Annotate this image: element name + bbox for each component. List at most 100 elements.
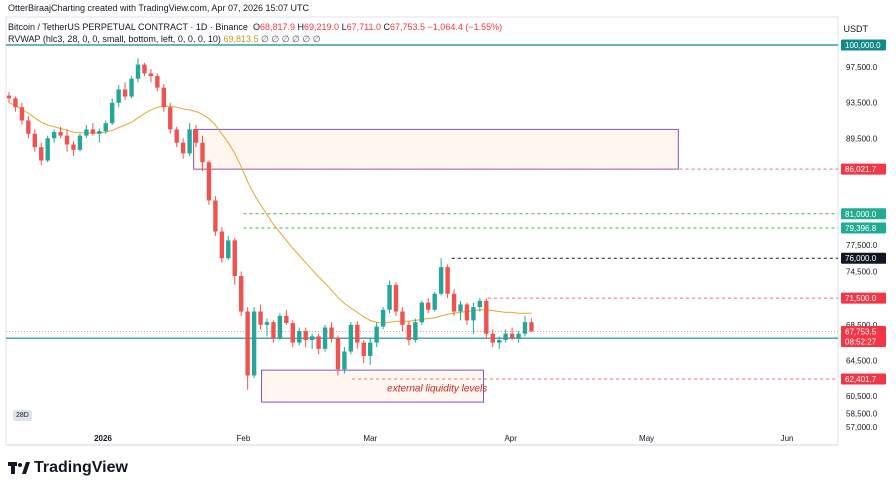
candle-body-78	[509, 333, 515, 339]
candle-60	[393, 282, 399, 316]
candle-25	[168, 102, 173, 134]
price-level-label-2: 81,000.0	[845, 210, 877, 219]
candle-body-1	[13, 98, 18, 108]
candle-body-75	[490, 333, 495, 343]
candle-body-53	[348, 324, 354, 352]
y-tick-15: 64,500.0	[846, 356, 878, 365]
candle-3	[26, 116, 31, 139]
candle-body-23	[155, 76, 160, 88]
candle-body-3	[26, 120, 31, 134]
candle-body-10	[71, 144, 76, 150]
price-level-label-bg-2	[841, 208, 886, 220]
candle-body-71	[464, 304, 470, 321]
candle-66	[432, 291, 437, 312]
candle-59	[387, 280, 392, 314]
candle-12	[84, 124, 89, 139]
candle-27	[180, 138, 186, 159]
candle-body-6	[45, 138, 50, 161]
candle-body-81	[529, 322, 534, 332]
candle-67	[438, 258, 444, 296]
candle-47	[309, 333, 315, 349]
candle-body-62	[406, 324, 412, 340]
candle-body-63	[413, 322, 418, 340]
indicator-legend: RVWAP (hlc3, 28, 0, 0, small, bottom, le…	[8, 34, 321, 45]
candle-body-30	[200, 142, 205, 163]
candle-body-69	[451, 293, 457, 312]
candle-body-29	[193, 129, 199, 143]
symbol-name[interactable]: Bitcoin / TetherUS PERPETUAL CONTRACT · …	[8, 22, 248, 32]
candle-body-20	[135, 64, 141, 79]
candle-75	[490, 329, 495, 348]
tradingview-brand: TradingView	[8, 459, 128, 477]
candle-7	[51, 129, 57, 143]
candle-36	[239, 271, 244, 316]
candle-body-14	[97, 131, 102, 134]
candle-71	[464, 302, 470, 325]
candle-body-38	[251, 311, 257, 376]
candle-body-60	[393, 284, 399, 312]
candle-body-27	[180, 142, 186, 154]
candle-body-73	[477, 300, 483, 308]
candle-body-74	[484, 300, 489, 334]
candle-41	[271, 320, 276, 343]
x-tick-1: Feb	[237, 434, 251, 443]
candle-78	[509, 327, 515, 340]
candle-5	[39, 142, 44, 165]
price-level-label-bg-1	[841, 163, 886, 175]
x-tick-3: Apr	[504, 434, 517, 443]
candle-49	[322, 324, 328, 352]
candle-68	[445, 264, 450, 299]
candle-body-19	[129, 78, 134, 97]
candle-81	[529, 318, 534, 332]
candle-30	[200, 135, 205, 172]
y-tick-2: 93,500.0	[846, 99, 878, 108]
indicator-name[interactable]: RVWAP (hlc3, 28, 0, 0, small, bottom, le…	[8, 34, 221, 44]
candle-22	[148, 68, 154, 83]
candle-body-44	[290, 323, 295, 343]
candle-38	[251, 307, 257, 379]
candle-body-37	[245, 311, 250, 376]
indicator-value: 69,813.5	[223, 34, 259, 44]
candle-body-24	[161, 87, 166, 108]
last-price-label: 67,753.5	[845, 327, 877, 336]
candle-52	[342, 347, 347, 374]
y-tick-19: 57,000.0	[846, 423, 878, 432]
countdown-label: 08:52:27	[845, 337, 877, 346]
candle-body-31	[206, 162, 212, 201]
candle-32	[213, 196, 218, 236]
candle-body-7	[51, 132, 57, 139]
candle-body-16	[110, 102, 115, 124]
low-value: 67,711.0	[346, 22, 381, 32]
candle-body-22	[148, 73, 154, 77]
candle-1	[13, 96, 18, 112]
candle-28	[187, 123, 192, 157]
candle-70	[458, 300, 463, 321]
candle-body-54	[355, 324, 360, 343]
candle-42	[277, 313, 283, 340]
candle-body-13	[90, 129, 96, 134]
price-level-label-8: 62,401.7	[845, 375, 877, 384]
candle-76	[497, 336, 502, 349]
candle-18	[122, 82, 128, 101]
candle-body-40	[264, 322, 270, 325]
candle-0	[6, 92, 12, 103]
candle-body-61	[400, 311, 405, 325]
candle-body-66	[432, 293, 437, 310]
candle-body-49	[322, 327, 328, 349]
candle-64	[419, 300, 424, 325]
x-tick-4: May	[639, 434, 654, 443]
candle-23	[155, 73, 160, 92]
candle-54	[355, 321, 360, 349]
currency-label: USDT	[843, 24, 869, 34]
price-level-label-bg-5	[841, 292, 886, 304]
candle-body-39	[258, 311, 263, 325]
candle-16	[110, 98, 115, 125]
y-tick-9: 74,500.0	[846, 268, 878, 277]
timeframe-badge: 28D	[13, 410, 32, 421]
candle-body-45	[297, 331, 302, 343]
candle-50	[329, 322, 334, 343]
candle-62	[406, 321, 412, 346]
candle-4	[32, 129, 37, 152]
candle-8	[58, 126, 63, 139]
